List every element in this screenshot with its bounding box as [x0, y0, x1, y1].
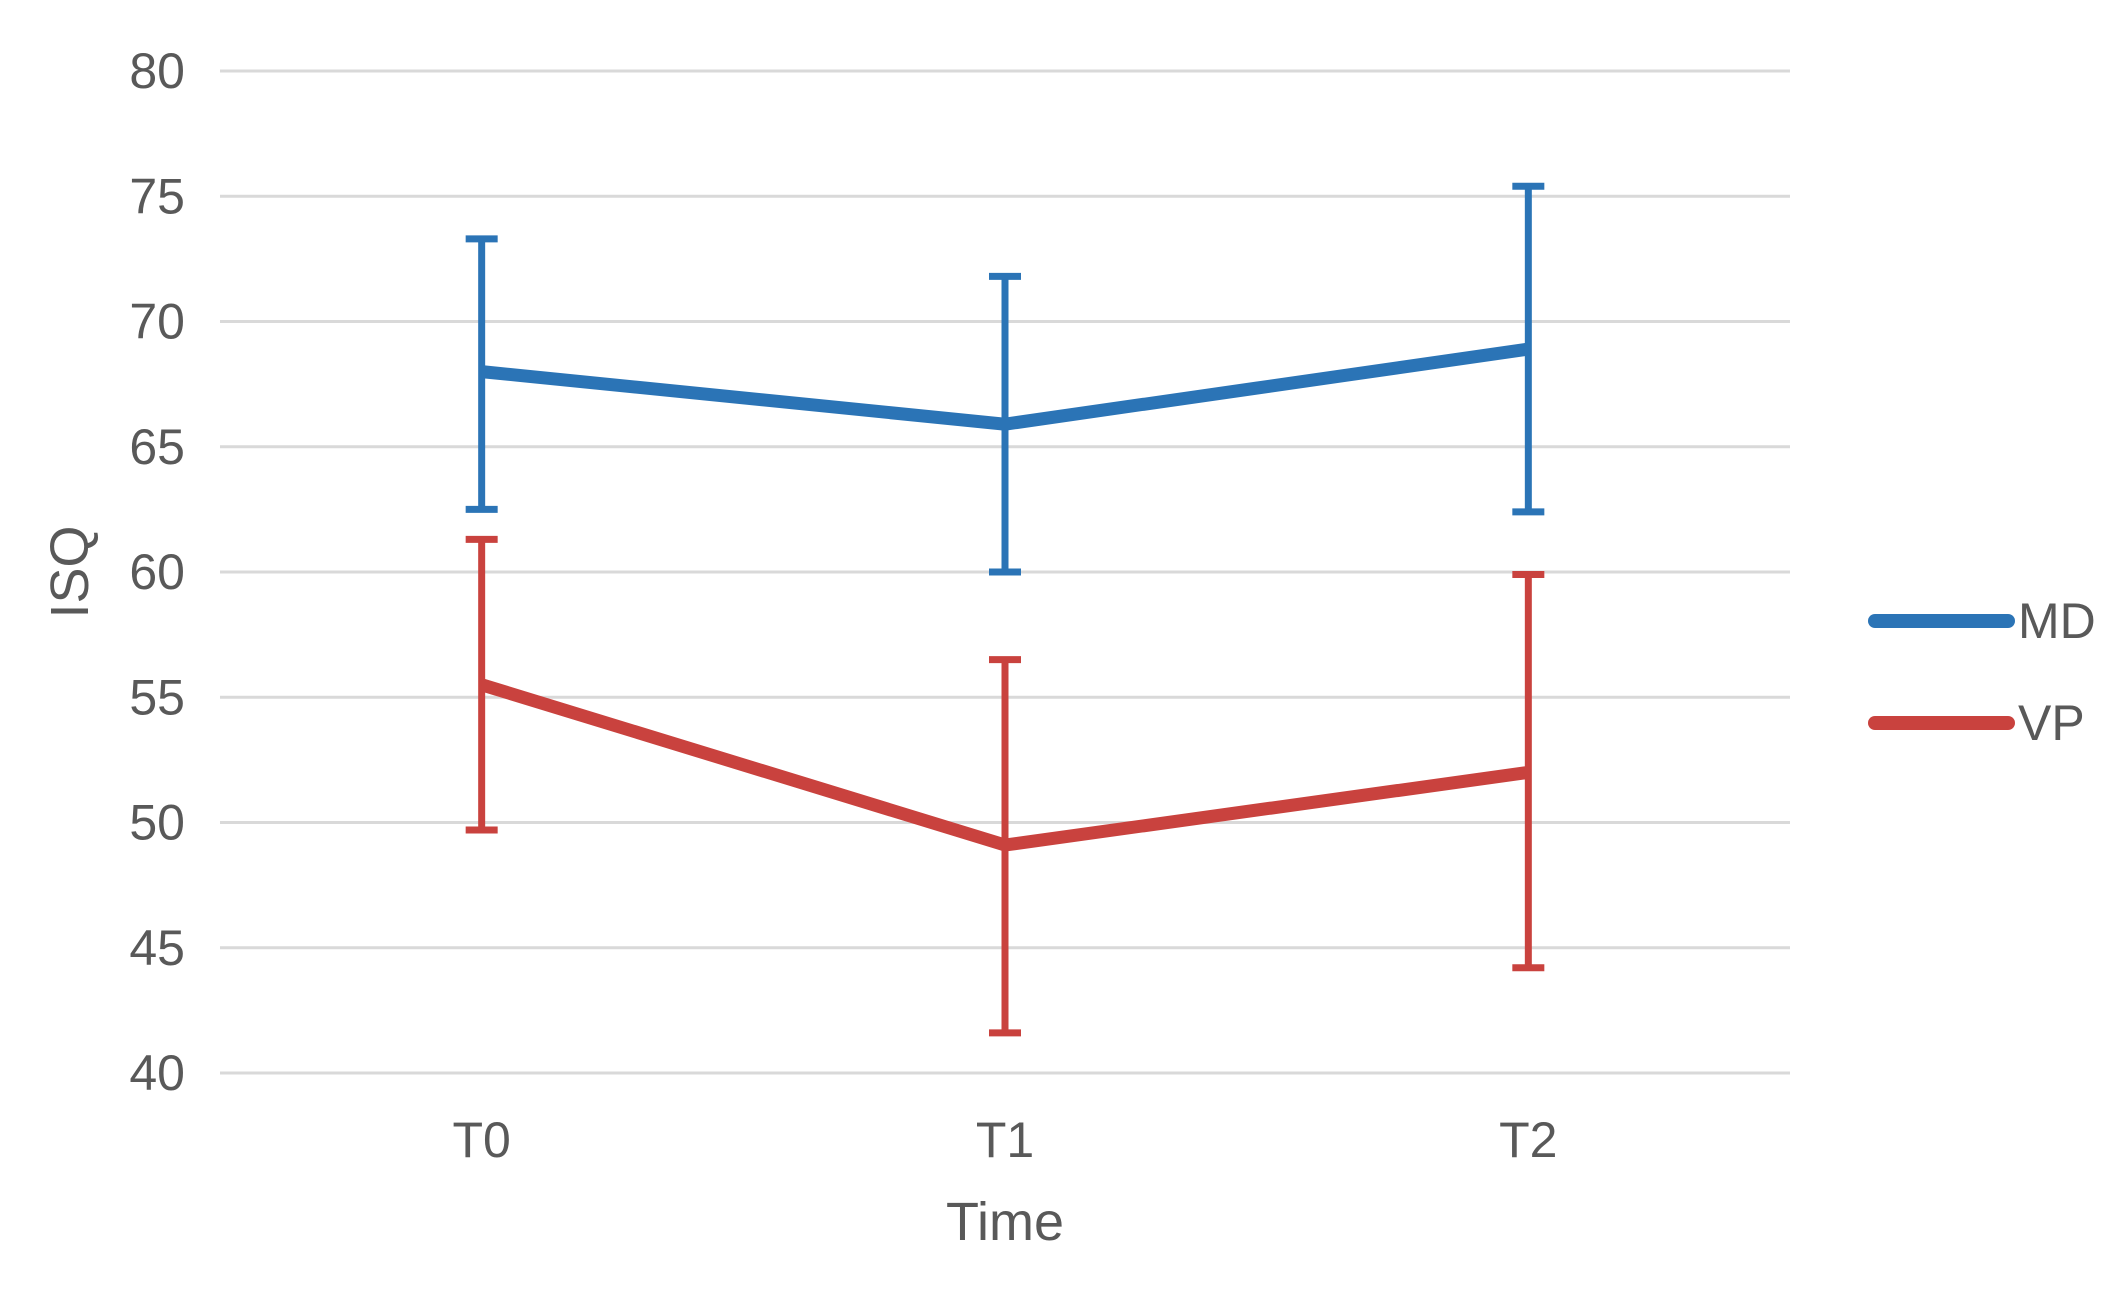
y-tick-label: 75 — [129, 168, 185, 224]
y-tick-label: 70 — [129, 294, 185, 350]
y-axis-title: ISQ — [40, 525, 100, 618]
y-tick-label: 55 — [129, 669, 185, 725]
y-tick-label: 45 — [129, 920, 185, 976]
series-line-MD — [481, 342, 1530, 431]
legend-label-MD: MD — [2018, 593, 2096, 649]
y-tick-label: 80 — [129, 43, 185, 99]
x-axis-title: Time — [946, 1192, 1064, 1252]
x-tick-label: T1 — [976, 1112, 1034, 1168]
legend-label-VP: VP — [2018, 695, 2085, 751]
x-tick-label: T0 — [452, 1112, 510, 1168]
series-line-VP — [479, 678, 1530, 852]
y-tick-label: 40 — [129, 1045, 185, 1101]
y-tick-label: 60 — [129, 544, 185, 600]
y-tick-label: 50 — [129, 795, 185, 851]
y-tick-label: 65 — [129, 419, 185, 475]
x-tick-label: T2 — [1499, 1112, 1557, 1168]
